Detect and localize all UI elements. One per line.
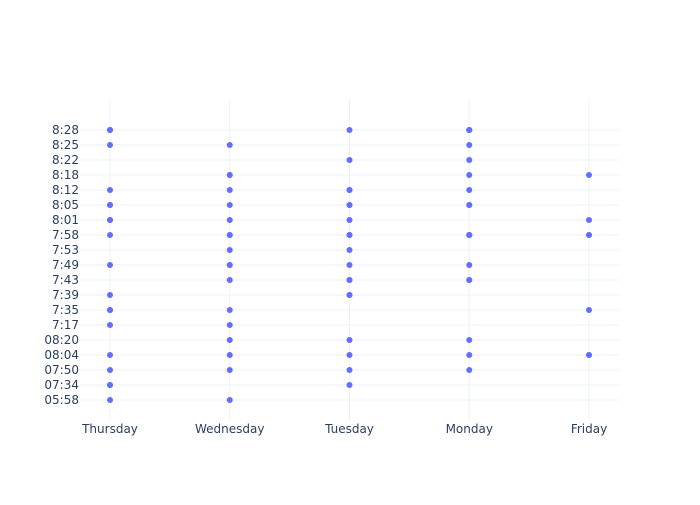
data-point — [226, 397, 233, 403]
y-tick-label: 8:05 — [52, 198, 79, 212]
data-point — [107, 232, 113, 238]
y-tick-label: 7:35 — [52, 303, 79, 317]
y-tick-label: 8:01 — [52, 213, 79, 227]
data-point — [346, 232, 353, 238]
y-tick-label: 8:18 — [52, 168, 79, 182]
data-point — [226, 217, 233, 223]
data-point — [586, 217, 592, 223]
data-point — [107, 292, 113, 298]
data-point — [226, 202, 233, 208]
data-point — [346, 382, 353, 388]
data-point — [346, 337, 353, 343]
data-point — [226, 142, 233, 148]
data-point — [466, 172, 473, 178]
y-tick-label: 08:04 — [44, 348, 79, 362]
y-tick-label: 08:20 — [44, 333, 79, 347]
data-point — [226, 277, 233, 283]
point-layer — [107, 127, 592, 403]
data-point — [226, 187, 233, 193]
data-point — [107, 322, 113, 328]
data-point — [107, 397, 113, 403]
data-point — [466, 367, 473, 373]
data-point — [226, 232, 233, 238]
data-point — [346, 187, 353, 193]
data-point — [466, 187, 473, 193]
x-tick-label: Monday — [446, 422, 493, 436]
data-point — [346, 352, 353, 358]
y-tick-label: 8:22 — [52, 153, 79, 167]
data-point — [226, 337, 233, 343]
data-point — [346, 127, 353, 133]
data-point — [346, 367, 353, 373]
data-point — [226, 172, 233, 178]
data-point — [226, 367, 233, 373]
data-point — [346, 292, 353, 298]
data-point — [466, 337, 473, 343]
data-point — [107, 382, 113, 388]
data-point — [346, 157, 353, 163]
data-point — [466, 352, 473, 358]
x-tick-label: Thursday — [81, 422, 138, 436]
data-point — [466, 142, 473, 148]
data-point — [466, 127, 473, 133]
data-point — [466, 262, 473, 268]
y-tick-label: 7:58 — [52, 228, 79, 242]
y-tick-label: 07:34 — [44, 378, 79, 392]
data-point — [107, 217, 113, 223]
y-tick-label: 7:17 — [52, 318, 79, 332]
y-tick-label: 7:43 — [52, 273, 79, 287]
y-tick-label: 05:58 — [44, 393, 79, 407]
data-point — [346, 262, 353, 268]
data-point — [107, 127, 113, 133]
x-tick-label: Wednesday — [195, 422, 264, 436]
data-point — [107, 262, 113, 268]
data-point — [466, 232, 473, 238]
data-point — [346, 217, 353, 223]
tick-layer: Thursday Wednesday Tuesday Monday Friday 05:5… — [44, 123, 607, 436]
y-tick-label: 7:49 — [52, 258, 79, 272]
data-point — [586, 307, 592, 313]
data-point — [466, 157, 473, 163]
y-tick-label: 8:25 — [52, 138, 79, 152]
y-tick-label: 8:28 — [52, 123, 79, 137]
y-tick-label: 8:12 — [52, 183, 79, 197]
data-point — [586, 172, 592, 178]
y-tick-label: 7:39 — [52, 288, 79, 302]
data-point — [226, 322, 233, 328]
x-tick-label: Tuesday — [324, 422, 374, 436]
data-point — [107, 142, 113, 148]
data-point — [107, 352, 113, 358]
data-point — [346, 247, 353, 253]
data-point — [226, 307, 233, 313]
data-point — [346, 277, 353, 283]
data-point — [346, 202, 353, 208]
data-point — [107, 367, 113, 373]
data-point — [226, 247, 233, 253]
data-point — [226, 352, 233, 358]
x-tick-label: Friday — [571, 422, 607, 436]
data-point — [466, 202, 473, 208]
data-point — [586, 352, 592, 358]
y-tick-label: 7:53 — [52, 243, 79, 257]
data-point — [107, 187, 113, 193]
data-point — [107, 307, 113, 313]
y-tick-label: 07:50 — [44, 363, 79, 377]
data-point — [466, 277, 473, 283]
data-point — [586, 232, 592, 238]
data-point — [226, 262, 233, 268]
data-point — [107, 202, 113, 208]
